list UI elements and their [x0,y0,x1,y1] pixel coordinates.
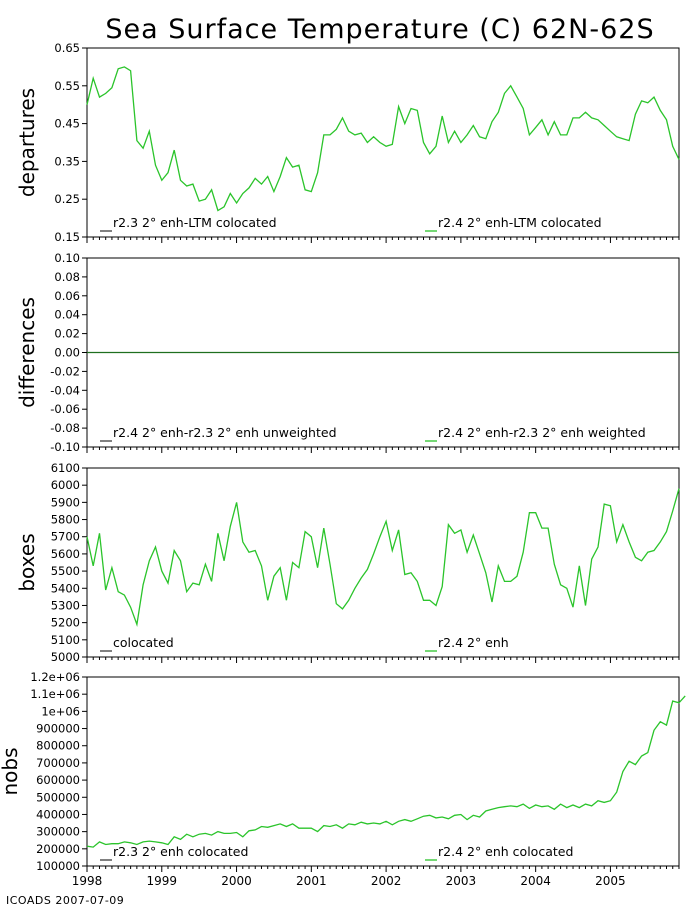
x-tick-label: 1999 [147,874,178,888]
y-axis-label: nobs [0,747,22,795]
y-tick-label: 0.06 [54,289,80,303]
y-tick-label: 300000 [36,825,80,839]
y-tick-label: 5500 [51,564,80,578]
y-tick-label: 0.02 [54,327,80,341]
y-tick-label: 0.25 [54,192,80,206]
x-tick-label: 2003 [446,874,477,888]
plot-frame [86,676,680,867]
y-tick-label: 5100 [51,633,80,647]
panel-boxes: 5000 5100 5200 5300 5400 5500 5600 5700 5800 5900… [15,461,680,664]
x-tick-label: 2000 [221,874,252,888]
panel-differences: -0.10 -0.08 -0.06 -0.04 -0.02 0.00 0.02 0.04 0.0… [15,251,680,454]
y-tick-label: -0.04 [50,383,80,397]
y-axis-label: boxes [15,533,39,591]
y-tick-label: 0.45 [54,117,80,131]
y-tick-label: 5600 [51,547,80,561]
legend-entry: r2.4 2° enh [438,635,509,650]
y-tick-label: 6000 [51,478,80,492]
legend-entry: r2.4 2° enh-LTM colocated [438,215,602,230]
y-tick-label: 5400 [51,581,80,595]
y-tick-label: 0.35 [54,154,80,168]
legend-entry: colocated [113,635,174,650]
panel-nobs: 100000 200000 300000 400000 500000 600000 7000… [0,670,686,873]
y-tick-label: 0.55 [54,79,80,93]
y-tick-label: 1.2e+06 [30,670,80,684]
y-tick-label: 5200 [51,616,80,630]
panels: 0.15 0.25 0.35 0.45 0.55 0.65 departures r2.3 2… [0,41,686,888]
y-tick-label: 5300 [51,598,80,612]
y-tick-label: 700000 [36,756,80,770]
y-tick-label: 1.1e+06 [30,687,80,701]
chart-title: Sea Surface Temperature (C) 62N-62S [105,14,654,45]
y-axis-label: differences [15,297,39,408]
x-tick-label: 1998 [72,874,103,888]
y-tick-label: 100000 [36,859,80,873]
legend-entry: r2.4 2° enh colocated [438,844,573,859]
legend-entry: r2.3 2° enh-LTM colocated [113,215,277,230]
y-tick-label: 0.10 [54,251,80,265]
y-tick-label: -0.02 [50,364,80,378]
x-tick-label: 2001 [296,874,327,888]
plot-frame [86,467,680,658]
plot-frame [86,47,680,238]
y-tick-label: -0.10 [50,440,80,454]
y-tick-label: 0.08 [54,270,80,284]
y-axis-label: departures [15,88,39,197]
series-line [86,66,680,212]
y-tick-label: 5000 [51,650,80,664]
legend-entry: r2.4 2° enh-r2.3 2° enh weighted [438,425,646,440]
y-tick-label: 5700 [51,530,80,544]
y-tick-label: 6100 [51,461,80,475]
legend-entry: r2.4 2° enh-r2.3 2° enh unweighted [113,425,337,440]
series-line [86,488,680,627]
y-tick-label: 5800 [51,513,80,527]
y-tick-label: 0.00 [54,346,80,360]
y-tick-label: -0.08 [50,421,80,435]
x-tick-label: 2004 [520,874,551,888]
y-tick-label: 900000 [36,722,80,736]
y-tick-label: 0.15 [54,230,80,244]
y-tick-label: -0.06 [50,402,80,416]
x-tick-label: 2005 [595,874,626,888]
y-tick-label: 500000 [36,790,80,804]
y-tick-label: 600000 [36,773,80,787]
x-tick-label: 2002 [371,874,402,888]
y-tick-label: 1e+06 [41,704,80,718]
y-tick-label: 200000 [36,842,80,856]
panel-departures: 0.15 0.25 0.35 0.45 0.55 0.65 departures r2.3 2… [15,41,680,244]
y-tick-label: 400000 [36,807,80,821]
y-tick-label: 0.65 [54,41,80,55]
y-tick-label: 5900 [51,495,80,509]
legend-entry: r2.3 2° enh colocated [113,844,248,859]
y-tick-label: 800000 [36,739,80,753]
y-tick-label: 0.04 [54,308,80,322]
footer-credit: ICOADS 2007-07-09 [6,894,125,907]
series-line [86,695,686,848]
